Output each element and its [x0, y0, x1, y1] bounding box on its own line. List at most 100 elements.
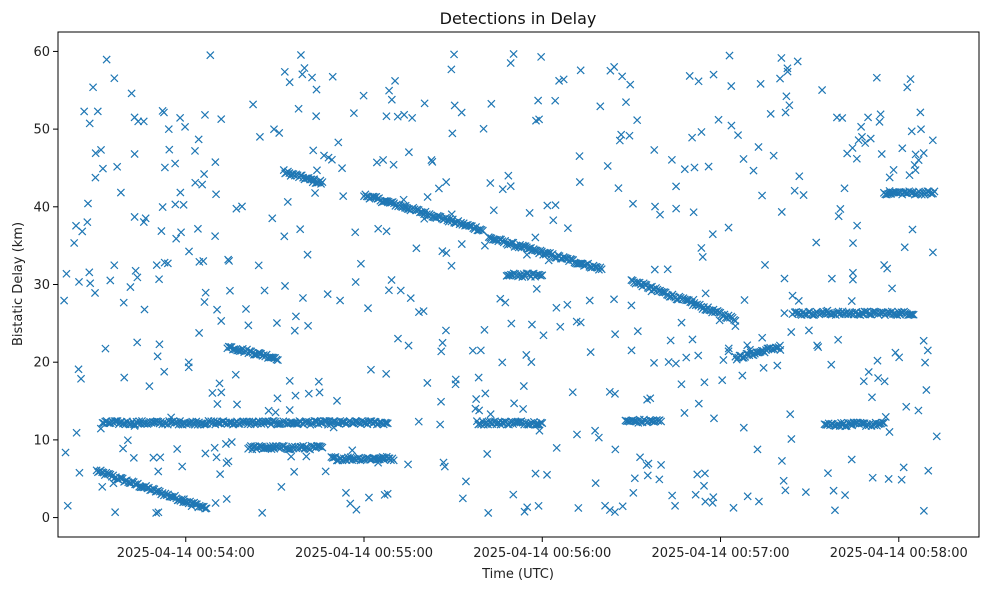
data-point [414, 417, 423, 426]
data-point [139, 117, 148, 126]
x-tick-label: 2025-04-14 00:55:00 [295, 546, 433, 561]
data-point [231, 370, 240, 379]
data-point [140, 305, 149, 314]
data-point [98, 164, 107, 173]
data-point [880, 261, 889, 270]
data-point [902, 402, 911, 411]
data-point [509, 49, 518, 59]
data-point [848, 143, 857, 152]
data-point [727, 121, 736, 130]
data-point [217, 316, 226, 325]
data-point [682, 353, 691, 362]
data-point [647, 287, 656, 296]
data-point [908, 225, 917, 234]
data-point [880, 377, 889, 386]
data-marks [60, 49, 941, 518]
data-point [233, 400, 242, 409]
data-point [200, 298, 209, 307]
data-point [199, 257, 208, 266]
data-point [847, 419, 856, 428]
data-point [190, 146, 200, 155]
data-point [328, 72, 337, 81]
data-point [852, 154, 861, 163]
data-point [201, 288, 210, 297]
data-point [291, 312, 300, 321]
data-point [225, 256, 234, 265]
data-point [651, 202, 660, 211]
data-point [277, 482, 286, 491]
data-point [787, 434, 796, 444]
data-point [249, 100, 258, 109]
data-point [688, 335, 697, 344]
data-point [786, 410, 795, 419]
data-point [576, 66, 585, 75]
data-point [694, 77, 703, 86]
data-point [484, 508, 493, 517]
data-point [531, 469, 540, 478]
data-point [312, 85, 321, 94]
data-point [921, 358, 930, 367]
data-point [159, 108, 168, 117]
data-point [489, 206, 498, 215]
data-point [591, 479, 600, 488]
data-point [519, 404, 528, 414]
data-point [610, 507, 619, 517]
data-point [625, 131, 634, 140]
data-point [834, 212, 843, 221]
data-point [437, 347, 446, 356]
data-point [269, 125, 279, 134]
data-point [597, 265, 606, 274]
data-point [393, 112, 402, 121]
chart-title: Detections in Delay [440, 9, 597, 28]
data-point [255, 132, 264, 141]
data-point [349, 109, 358, 118]
data-point [285, 78, 294, 87]
data-point [297, 171, 306, 180]
data-point [366, 365, 375, 374]
data-point [173, 444, 182, 453]
data-point [486, 179, 495, 188]
data-point [777, 207, 786, 216]
data-point [93, 107, 102, 116]
data-point [423, 192, 432, 202]
data-point [844, 310, 853, 319]
data-point [785, 101, 794, 110]
data-point [783, 64, 792, 73]
data-point [739, 154, 748, 164]
data-point [201, 504, 210, 513]
data-point [575, 259, 584, 268]
data-point [130, 149, 139, 159]
data-point [743, 492, 752, 501]
data-point [280, 281, 290, 290]
data-point [178, 462, 187, 471]
data-point [291, 391, 300, 400]
data-point [172, 234, 181, 243]
data-point [120, 373, 129, 382]
data-point [919, 149, 928, 158]
data-point [885, 427, 894, 436]
data-point [872, 73, 881, 82]
data-point [179, 200, 188, 209]
data-point [315, 388, 324, 397]
x-tick-label: 2025-04-14 00:57:00 [651, 546, 789, 561]
data-point [642, 460, 651, 470]
data-point [480, 325, 489, 334]
data-point [808, 310, 817, 319]
data-point [780, 274, 789, 283]
data-point [689, 208, 698, 217]
data-point [838, 113, 847, 123]
data-point [80, 107, 89, 116]
data-point [897, 475, 906, 484]
data-point [498, 185, 507, 194]
data-point [160, 163, 169, 172]
data-point [273, 356, 282, 365]
data-point [864, 309, 873, 318]
data-point [71, 221, 81, 230]
data-point [606, 66, 615, 75]
data-point [133, 273, 142, 282]
data-point [715, 316, 724, 325]
data-point [379, 155, 388, 165]
data-point [782, 92, 791, 101]
data-point [396, 286, 405, 295]
data-point [800, 310, 809, 319]
